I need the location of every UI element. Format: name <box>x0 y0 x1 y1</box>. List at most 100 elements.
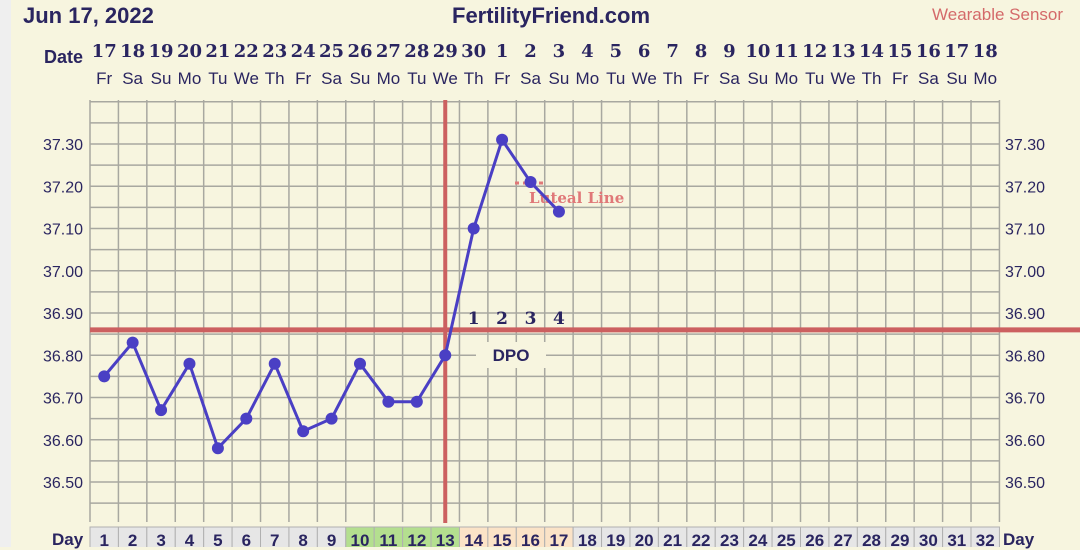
day-number: 7 <box>270 531 279 547</box>
weekday-label: Fr <box>892 69 908 88</box>
date-label: 2 <box>524 41 537 62</box>
day-number: 32 <box>976 531 995 547</box>
weekday-label: Mo <box>178 69 202 88</box>
dpo-number: 2 <box>496 309 508 329</box>
day-number: 23 <box>720 531 739 547</box>
date-label: 28 <box>404 41 429 62</box>
temperature-point <box>126 336 139 349</box>
day-number: 31 <box>947 531 966 547</box>
date-label: 17 <box>944 41 969 62</box>
date-label: 5 <box>610 41 623 62</box>
date-label: 27 <box>376 41 401 62</box>
weekday-label: Mo <box>774 69 798 88</box>
day-row-label-left: Day <box>52 530 84 549</box>
y-tick-left: 36.90 <box>43 306 83 323</box>
day-number: 27 <box>834 531 853 547</box>
left-margin <box>0 0 11 547</box>
date-label: 18 <box>973 41 998 62</box>
weekday-label: Sa <box>918 69 939 88</box>
date-label: 29 <box>433 41 458 62</box>
dpo-label-bg <box>476 342 546 368</box>
chart-date: Jun 17, 2022 <box>23 3 154 28</box>
y-tick-left: 36.60 <box>43 433 83 450</box>
day-number: 9 <box>327 531 336 547</box>
day-number: 19 <box>606 531 625 547</box>
weekday-label: We <box>632 69 657 88</box>
weekday-label: Fr <box>693 69 709 88</box>
day-number: 12 <box>407 531 426 547</box>
weekday-label: Sa <box>122 69 143 88</box>
temperature-point <box>353 357 366 370</box>
y-tick-left: 37.00 <box>43 264 83 281</box>
wearable-sensor-label: Wearable Sensor <box>932 5 1064 24</box>
site-title: FertilityFriend.com <box>452 3 651 28</box>
date-label: 10 <box>745 41 770 62</box>
day-number: 20 <box>635 531 654 547</box>
day-number: 15 <box>493 531 512 547</box>
date-label: 21 <box>205 41 230 62</box>
weekday-label: We <box>433 69 458 88</box>
day-number: 6 <box>242 531 251 547</box>
date-label: 8 <box>695 41 708 62</box>
temperature-point <box>382 395 395 408</box>
weekday-label: Fr <box>295 69 311 88</box>
date-label: 18 <box>120 41 145 62</box>
date-label: 4 <box>581 41 594 62</box>
weekday-label: Fr <box>494 69 510 88</box>
day-number: 4 <box>185 531 195 547</box>
day-number: 16 <box>521 531 540 547</box>
date-label: 11 <box>774 41 799 62</box>
dpo-label: DPO <box>493 346 530 365</box>
date-label: 6 <box>638 41 651 62</box>
day-number: 18 <box>578 531 597 547</box>
weekday-label: We <box>831 69 856 88</box>
dpo-number: 3 <box>525 309 537 329</box>
y-tick-right: 37.00 <box>1005 264 1045 281</box>
weekday-label: Su <box>946 69 967 88</box>
date-label: 13 <box>831 41 856 62</box>
weekday-label: Sa <box>719 69 740 88</box>
weekday-label: Tu <box>208 69 227 88</box>
y-tick-right: 36.80 <box>1005 348 1045 365</box>
temperature-point <box>240 412 253 425</box>
weekday-label: Tu <box>805 69 824 88</box>
date-label: 22 <box>234 41 259 62</box>
weekday-label: We <box>234 69 259 88</box>
weekday-label: Mo <box>576 69 600 88</box>
date-label: 30 <box>461 41 486 62</box>
weekday-label: Su <box>350 69 371 88</box>
date-label: 19 <box>149 41 174 62</box>
weekday-label: Mo <box>377 69 401 88</box>
temperature-point <box>552 205 565 218</box>
weekday-label: Sa <box>321 69 342 88</box>
temperature-point <box>467 222 480 235</box>
temperature-point <box>524 176 537 189</box>
weekday-label: Su <box>549 69 570 88</box>
date-label: 12 <box>802 41 827 62</box>
y-tick-right: 36.60 <box>1005 433 1045 450</box>
y-tick-left: 37.10 <box>43 222 83 239</box>
day-row-label-right: Day <box>1003 530 1035 549</box>
date-label: 9 <box>723 41 736 62</box>
date-row-label: Date <box>44 47 84 67</box>
day-cell <box>970 526 1000 547</box>
weekday-label: Fr <box>96 69 112 88</box>
day-number: 14 <box>464 531 483 547</box>
temperature-point <box>297 425 310 438</box>
y-tick-right: 36.70 <box>1005 391 1045 408</box>
date-label: 20 <box>177 41 202 62</box>
temperature-point <box>325 412 338 425</box>
date-label: 25 <box>319 41 344 62</box>
date-label: 3 <box>553 41 566 62</box>
day-number: 2 <box>128 531 137 547</box>
y-tick-right: 37.10 <box>1005 222 1045 239</box>
day-number: 17 <box>549 531 568 547</box>
weekday-label: Tu <box>407 69 426 88</box>
day-number: 3 <box>156 531 165 547</box>
day-number: 21 <box>663 531 682 547</box>
y-tick-left: 36.70 <box>43 391 83 408</box>
temperature-point <box>211 442 224 455</box>
weekday-label: Sa <box>520 69 541 88</box>
day-number: 22 <box>692 531 711 547</box>
weekday-label: Su <box>747 69 768 88</box>
